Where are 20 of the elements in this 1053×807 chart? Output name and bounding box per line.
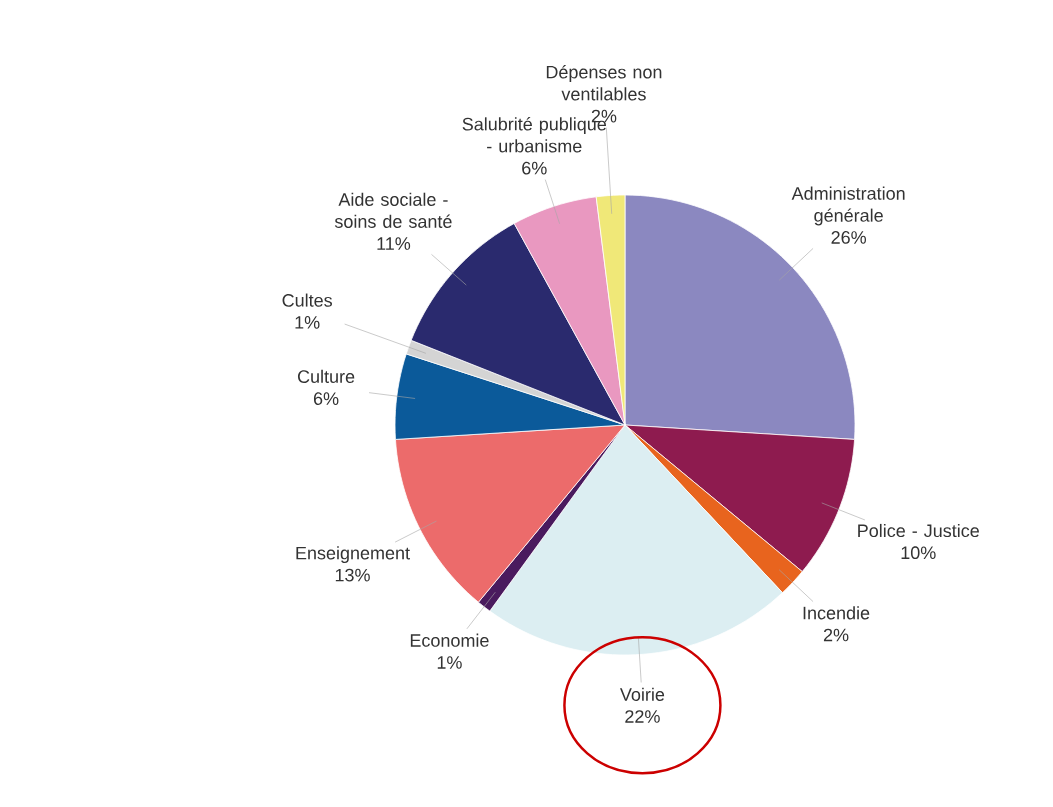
slice-label: Administration générale — [791, 186, 905, 226]
slice-label: Cultes — [282, 293, 333, 307]
data-label: 13% — [335, 568, 370, 582]
slice-label: Incendie — [803, 606, 870, 620]
slice-label: Dépenses non ventilables — [546, 65, 662, 101]
data-label: 6% — [522, 161, 547, 175]
data-label: 2% — [823, 628, 849, 642]
data-label: 1% — [295, 316, 320, 329]
data-label: 26% — [831, 231, 867, 244]
slice-label: Police - Justice — [858, 523, 979, 538]
slice-label: Culture — [297, 369, 355, 383]
data-label: 10% — [901, 546, 936, 560]
slice-label: Economie — [410, 633, 489, 647]
slice-label: Enseignement — [296, 546, 410, 564]
slice-label: Aide sociale - soins de santé — [334, 192, 452, 228]
data-label: 6% — [313, 392, 339, 405]
data-label: 22% — [625, 710, 660, 723]
data-label: 1% — [437, 656, 462, 669]
data-label: 11% — [377, 237, 411, 250]
slice-label: Voirie — [619, 687, 665, 701]
